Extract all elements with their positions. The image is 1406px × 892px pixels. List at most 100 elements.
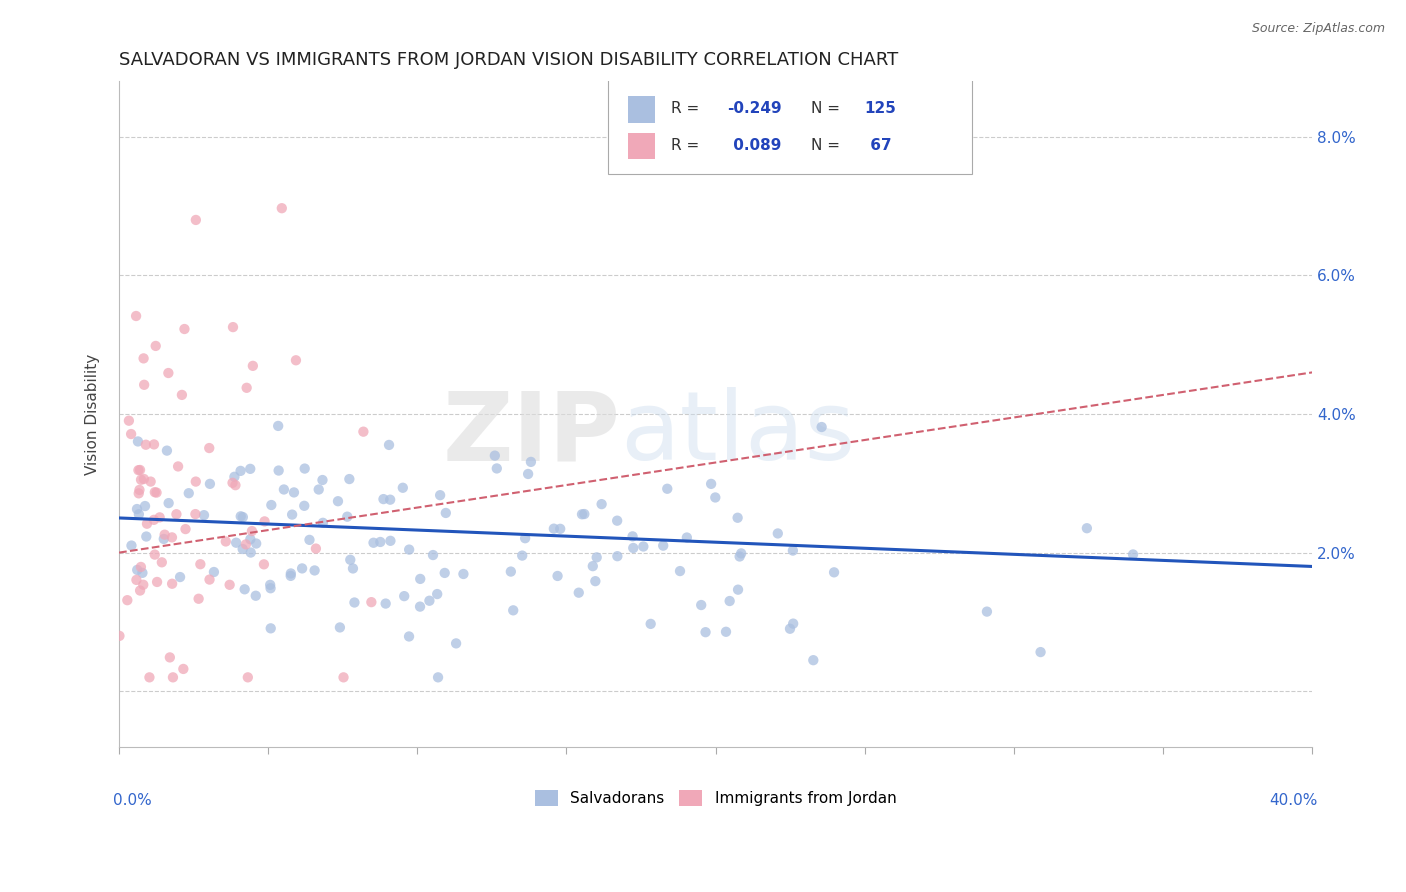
Point xyxy=(342,561,364,575)
Point xyxy=(380,533,402,548)
Point xyxy=(259,578,281,592)
Point xyxy=(172,662,194,676)
Point xyxy=(728,549,751,564)
Point xyxy=(1076,521,1098,535)
Point xyxy=(239,532,262,546)
Point xyxy=(676,531,699,545)
Point xyxy=(221,475,243,490)
Point xyxy=(222,320,245,334)
Point xyxy=(621,529,644,543)
Point xyxy=(184,213,207,227)
FancyBboxPatch shape xyxy=(609,78,972,175)
Point xyxy=(352,425,374,439)
Text: Source: ZipAtlas.com: Source: ZipAtlas.com xyxy=(1251,22,1385,36)
Point xyxy=(329,620,352,634)
Point xyxy=(121,539,143,553)
Point xyxy=(229,509,252,524)
Point xyxy=(118,414,141,428)
Point xyxy=(332,670,354,684)
Point xyxy=(398,630,420,644)
Text: N =: N = xyxy=(811,101,845,116)
Point xyxy=(270,201,292,215)
Point xyxy=(453,566,475,581)
Point xyxy=(218,578,240,592)
Point xyxy=(136,516,159,531)
Point xyxy=(510,549,533,563)
Point xyxy=(308,483,330,497)
Point xyxy=(128,508,150,522)
Point xyxy=(284,353,307,368)
Point xyxy=(548,522,571,536)
Point xyxy=(336,509,359,524)
Point xyxy=(132,578,155,592)
Point xyxy=(378,438,401,452)
Point xyxy=(298,533,321,547)
Point xyxy=(143,485,166,500)
Point xyxy=(138,670,160,684)
Point xyxy=(165,507,187,521)
Point xyxy=(260,498,283,512)
Point xyxy=(128,483,150,497)
Point xyxy=(125,573,148,587)
Point xyxy=(267,464,290,478)
Point xyxy=(132,472,155,486)
Point xyxy=(127,463,149,477)
Point xyxy=(232,541,254,556)
Point xyxy=(339,553,361,567)
Point xyxy=(373,492,395,507)
Text: N =: N = xyxy=(811,138,845,153)
Point xyxy=(131,566,153,580)
FancyBboxPatch shape xyxy=(628,133,655,159)
Point xyxy=(606,549,628,564)
Point xyxy=(782,543,804,558)
Text: 0.089: 0.089 xyxy=(727,138,780,153)
Text: R =: R = xyxy=(672,138,704,153)
Point xyxy=(259,581,281,595)
Point xyxy=(142,513,165,527)
Point xyxy=(125,309,148,323)
Point xyxy=(280,566,302,581)
Point xyxy=(190,558,212,572)
Point xyxy=(606,514,628,528)
Text: 125: 125 xyxy=(865,101,897,116)
Point xyxy=(143,548,166,562)
Point xyxy=(170,388,193,402)
Point xyxy=(245,536,267,550)
Point xyxy=(427,670,450,684)
Point xyxy=(571,508,593,522)
Point xyxy=(160,530,183,544)
Point xyxy=(669,564,692,578)
Point xyxy=(766,526,789,541)
Point xyxy=(378,492,401,507)
Point xyxy=(360,595,382,609)
Point xyxy=(520,455,543,469)
Point xyxy=(704,491,727,505)
Point xyxy=(253,558,276,572)
Point xyxy=(198,573,221,587)
Point xyxy=(156,443,179,458)
Point xyxy=(273,483,295,497)
Point xyxy=(727,510,749,524)
Point xyxy=(280,569,302,583)
Point xyxy=(337,472,360,486)
Point xyxy=(239,545,262,559)
Point xyxy=(714,624,737,639)
Point xyxy=(409,599,432,614)
Point xyxy=(143,437,166,451)
Point xyxy=(582,559,605,574)
Point xyxy=(245,589,267,603)
Point xyxy=(129,463,152,477)
Point xyxy=(311,473,333,487)
Point xyxy=(429,488,451,502)
Point xyxy=(145,339,167,353)
Point xyxy=(294,461,316,475)
Point xyxy=(1029,645,1052,659)
Point xyxy=(281,508,304,522)
Text: atlas: atlas xyxy=(620,387,855,481)
Point xyxy=(444,636,467,650)
Point xyxy=(409,572,432,586)
Text: ZIP: ZIP xyxy=(443,387,620,481)
Point xyxy=(585,550,607,565)
Point xyxy=(160,576,183,591)
Point xyxy=(139,475,162,489)
